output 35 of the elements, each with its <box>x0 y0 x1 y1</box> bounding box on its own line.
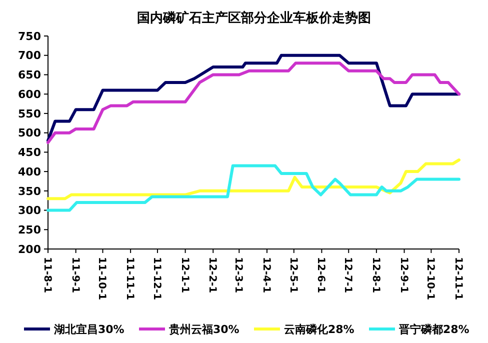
y-tick-label: 600 <box>18 88 42 101</box>
y-tick-label: 750 <box>18 30 42 43</box>
x-tick-label: 11-11-1 <box>124 257 136 300</box>
x-tick-label: 12-2-1 <box>206 257 218 294</box>
y-tick-label: 500 <box>18 126 42 140</box>
x-tick-label: 12-8-1 <box>370 257 381 294</box>
y-tick-label: 200 <box>18 242 42 256</box>
y-tick-label: 650 <box>18 68 42 82</box>
y-tick-label: 450 <box>18 146 42 160</box>
x-tick-label: 12-9-1 <box>398 257 409 294</box>
x-tick-label: 11-10-1 <box>96 257 108 300</box>
x-tick-label: 12-5-1 <box>287 257 298 294</box>
legend-label: 贵州云福30% <box>168 322 240 336</box>
y-tick-label: 550 <box>18 107 42 120</box>
legend-label: 湖北宜昌30% <box>53 322 124 336</box>
x-tick-label: 12-7-1 <box>342 257 354 294</box>
legend-label: 云南磷化28% <box>284 322 354 336</box>
x-tick-label: 11-9-1 <box>69 257 80 294</box>
y-tick-label: 350 <box>18 184 42 198</box>
x-tick-label: 12-6-1 <box>315 257 326 294</box>
y-tick-label: 400 <box>18 165 42 178</box>
x-tick-label: 12-1-1 <box>178 257 190 294</box>
line-series <box>46 158 460 200</box>
line-series <box>46 164 460 212</box>
chart-title: 国内磷矿石主产区部分企业车板价走势图 <box>137 10 371 26</box>
x-tick-label: 11-12-1 <box>150 257 162 300</box>
x-tick-label: 12-11-1 <box>452 257 464 300</box>
legend-label: 晋宁磷都28% <box>398 322 470 336</box>
x-tick-label: 11-8-1 <box>42 257 52 294</box>
y-tick-label: 700 <box>18 49 42 62</box>
x-tick-label: 12-10-1 <box>424 257 436 300</box>
x-tick-label: 12-4-1 <box>260 257 272 294</box>
y-tick-label: 300 <box>18 204 42 218</box>
x-tick-label: 12-3-1 <box>232 257 244 294</box>
y-tick-label: 250 <box>18 223 42 236</box>
